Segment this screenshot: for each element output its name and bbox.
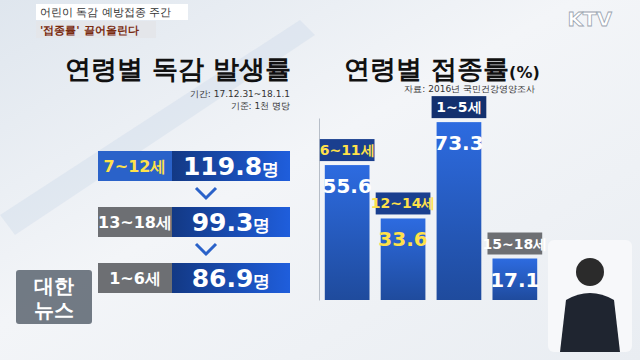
row-label: 13~18세 — [98, 213, 172, 232]
value-unit: 명 — [253, 271, 270, 291]
data-label: 55.6 — [322, 174, 371, 198]
annotation: 기간: 17.12.31~18.1.1 — [190, 89, 290, 99]
value-unit: 명 — [253, 215, 270, 235]
caption-box — [36, 21, 156, 38]
value-text: 86.9명 — [192, 264, 271, 293]
arrow — [196, 188, 216, 198]
label-box — [98, 263, 172, 293]
category-box — [432, 96, 487, 118]
annotation: 기준: 1천 명당 — [231, 101, 290, 111]
interpreter-head — [576, 258, 604, 286]
data-label: 73.3 — [434, 131, 483, 155]
value: 99.3 — [192, 208, 254, 237]
row-label: 1~6세 — [109, 269, 161, 288]
program-logo-box — [16, 270, 92, 324]
category-box — [320, 139, 375, 161]
label-box — [98, 151, 172, 181]
caption-box — [36, 4, 188, 20]
ranking-row: 7~12세 119.8명 — [98, 151, 290, 181]
chart-title-text: 연령별 접종률(%) — [344, 54, 540, 84]
ranking-chart: 연령별 독감 발생률기간: 17.12.31~18.1.1 기준: 1천 명당 7~… — [65, 54, 291, 293]
category-label: 1~5세 — [436, 99, 481, 115]
value-box — [172, 151, 290, 181]
value: 86.9 — [192, 264, 254, 293]
program-logo: 대한 — [34, 274, 74, 298]
channel-logo: KTV — [567, 7, 612, 31]
category-label: 12~14세 — [371, 195, 436, 211]
label-box — [98, 207, 172, 237]
annotation: 자료: 2016년 국민건강영양조사 — [404, 84, 535, 94]
row-label: 7~12세 — [104, 157, 167, 176]
arrow — [196, 244, 216, 254]
chart-title: 연령별 독감 발생률 — [65, 54, 291, 84]
value-text: 99.3명 — [192, 208, 271, 237]
bar-chart: 연령별 접종률(%)자료: 2016년 국민건강영양조사6~11세55.612~… — [320, 54, 548, 301]
value-box — [172, 207, 290, 237]
interpreter-body — [560, 293, 620, 352]
interpreter — [548, 240, 632, 352]
value-box — [172, 263, 290, 293]
ranking-row: 13~18세 99.3명 — [98, 207, 290, 237]
value: 119.8 — [183, 152, 262, 181]
data-label: 17.1 — [490, 268, 539, 292]
value-text: 119.8명 — [183, 152, 279, 181]
data-label: 33.6 — [378, 227, 427, 251]
background — [0, 0, 640, 360]
ranking-row: 1~6세 86.9명 — [98, 263, 290, 293]
axis-title: (%) — [509, 63, 540, 82]
value-unit: 명 — [262, 159, 279, 179]
interpreter-box — [548, 240, 632, 352]
category-label: 15~18세 — [482, 236, 547, 252]
caption-line: '접종률' 끌어올린다 — [40, 24, 139, 37]
canvas: 어린이 독감 예방접종 주간 '접종률' 끌어올린다 KTV 대한뉴스 연령별 독감 발… — [0, 0, 640, 360]
chart-title: 연령별 접종률 — [344, 54, 509, 84]
background-decor — [0, 20, 315, 235]
category-label: 6~11세 — [320, 142, 375, 158]
program-logo: 뉴스 — [34, 298, 74, 322]
caption-line: 어린이 독감 예방접종 주간 — [40, 6, 172, 19]
